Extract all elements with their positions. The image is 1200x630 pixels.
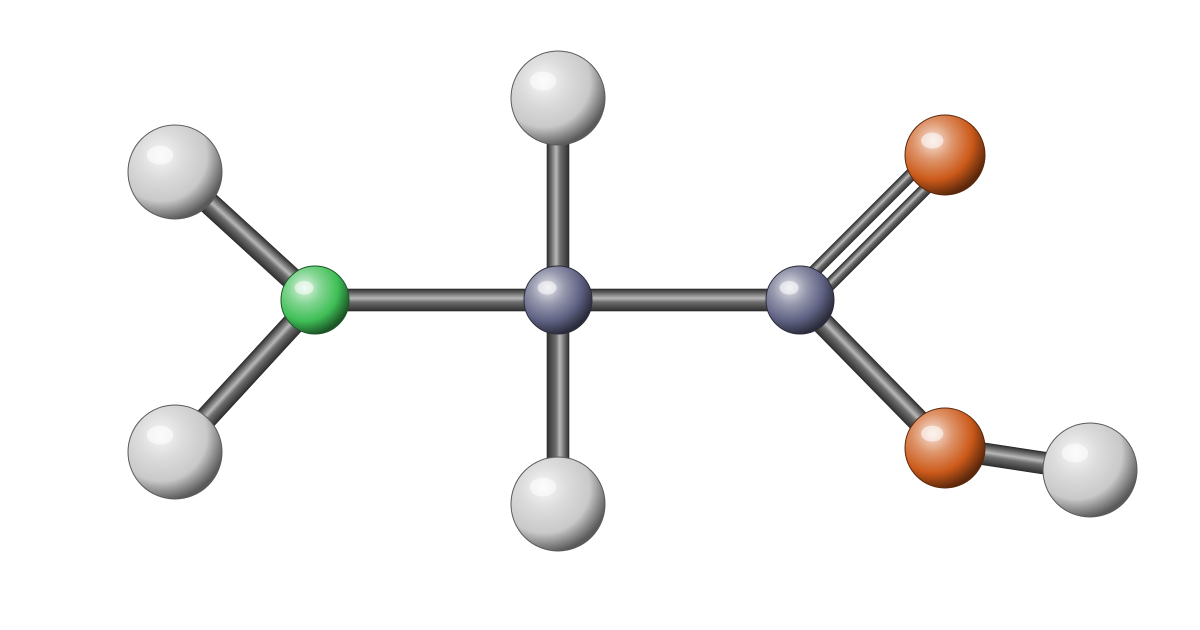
- atom-N: [281, 266, 349, 334]
- atom-C2: [766, 266, 834, 334]
- bond: [315, 289, 558, 311]
- bond: [558, 289, 800, 311]
- molecule-diagram: [0, 0, 1200, 630]
- atom-O1: [905, 115, 985, 195]
- atom-H1: [128, 125, 222, 219]
- atom-H2: [128, 405, 222, 499]
- atom-O2: [905, 408, 985, 488]
- atom-H4: [511, 457, 605, 551]
- atom-H5: [1043, 423, 1137, 517]
- atom-C1: [524, 266, 592, 334]
- atom-H3: [511, 51, 605, 145]
